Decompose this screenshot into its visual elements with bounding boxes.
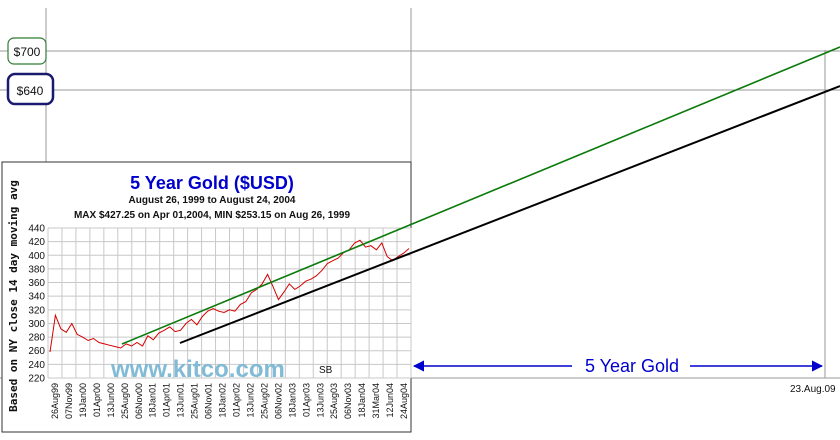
- inset-stats: MAX $427.25 on Apr 01,2004, MIN $253.15 …: [74, 210, 350, 221]
- inset-x-tick-label: 13Jun01: [176, 383, 186, 418]
- inset-x-tick-label: 18Jan03: [287, 383, 297, 418]
- inset-x-tick-label: 06Nov03: [343, 383, 353, 419]
- inset-x-tick-label: 06Nov01: [204, 383, 214, 419]
- inset-x-tick-label: 06Nov00: [134, 383, 144, 419]
- watermark-initials: SB: [319, 365, 333, 376]
- price-level-700-label: $700: [14, 45, 41, 59]
- inset-x-tick-label: 18Jan02: [218, 383, 228, 418]
- inset-x-tick-label: 18Jan01: [148, 383, 158, 418]
- inset-y-tick-label: 300: [28, 319, 45, 330]
- inset-x-tick-label: 24Aug04: [399, 383, 409, 419]
- inset-chart: 5 Year Gold ($USD) August 26, 1999 to Au…: [1, 161, 412, 433]
- inset-subtitle: August 26, 1999 to August 24, 2004: [129, 195, 296, 206]
- inset-x-tick-label: 01Apr03: [301, 383, 311, 417]
- projection-date-label: 23.Aug.09: [790, 384, 836, 395]
- inset-y-tick-label: 240: [28, 360, 45, 371]
- inset-x-tick-label: 25Aug01: [190, 383, 200, 419]
- projection-label-bg: [572, 354, 690, 376]
- inset-x-tick-label: 01Apr01: [162, 383, 172, 417]
- inset-x-tick-label: 07Nov99: [64, 383, 74, 419]
- inset-title: 5 Year Gold ($USD): [130, 173, 294, 193]
- inset-y-tick-label: 400: [28, 251, 45, 262]
- inset-y-tick-label: 420: [28, 237, 45, 248]
- inset-x-tick-label: 01Apr02: [231, 383, 241, 417]
- price-level-700: $700: [7, 37, 47, 65]
- inset-y-tick-label: 220: [28, 374, 45, 385]
- inset-x-tick-label: 25Aug02: [259, 383, 269, 419]
- inset-x-tick-label: 13Jun03: [315, 383, 325, 418]
- inset-y-tick-label: 360: [28, 278, 45, 289]
- inset-x-tick-label: 13Jun02: [245, 383, 255, 418]
- inset-y-tick-label: 320: [28, 305, 45, 316]
- inset-panel: [1, 161, 412, 433]
- trendline-lower: [179, 85, 840, 344]
- inset-x-ticks: 26Aug99 07Nov99 19Jan00 01Apr00 13Jun00 25Aug…: [50, 383, 409, 419]
- inset-x-tick-label: 31Mar04: [371, 383, 381, 419]
- inset-y-tick-label: 380: [28, 264, 45, 275]
- price-level-640-box: [6, 72, 55, 106]
- price-level-640: $640: [6, 72, 55, 106]
- inset-y-ticks: 220 240 260 280 300 320 340 360 380 400 420 440: [28, 224, 45, 385]
- inset-x-tick-label: 25Aug00: [120, 383, 130, 419]
- inset-y-tick-label: 280: [28, 333, 45, 344]
- inset-y-tick-label: 440: [28, 224, 45, 235]
- projection-label: 5 Year Gold: [585, 356, 679, 376]
- watermark: www.kitco.com: [110, 356, 285, 383]
- projection-annotation: 5 Year Gold 23.Aug.09: [412, 354, 836, 395]
- inset-x-tick-label: 13Jun00: [106, 383, 116, 418]
- inset-x-tick-label: 25Aug03: [329, 383, 339, 419]
- trendline-upper: [121, 46, 840, 345]
- inset-x-tick-label: 18Jan04: [357, 383, 367, 418]
- inset-x-tick-label: 19Jan00: [78, 383, 88, 418]
- price-level-640-label: $640: [17, 84, 44, 98]
- inset-y-tick-label: 340: [28, 292, 45, 303]
- inset-x-tick-label: 12Jun04: [385, 383, 395, 418]
- inset-x-tick-label: 26Aug99: [50, 383, 60, 419]
- inset-y-tick-label: 260: [28, 346, 45, 357]
- trendlines: [121, 46, 840, 345]
- inset-x-tick-label: 01Apr00: [92, 383, 102, 417]
- inset-y-axis-label: Based on NY close 14 day moving avg: [7, 180, 20, 412]
- inset-x-tick-label: 06Nov02: [273, 383, 283, 419]
- price-level-700-box: [7, 37, 47, 65]
